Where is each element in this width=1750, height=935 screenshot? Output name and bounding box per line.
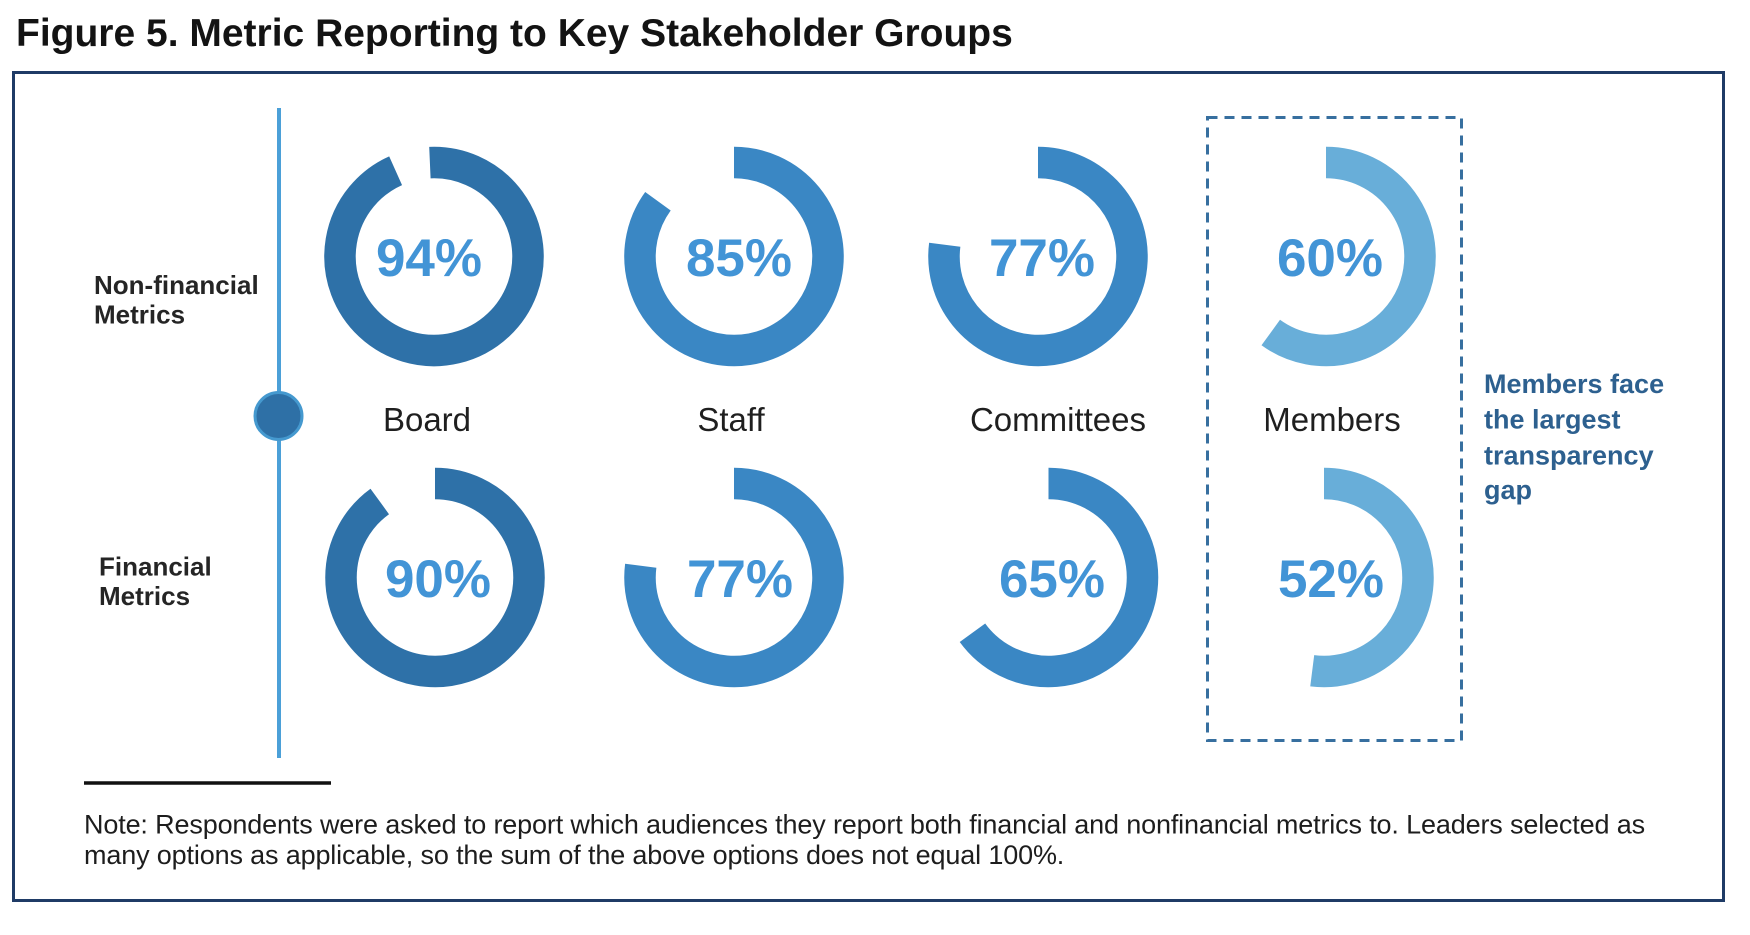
svg-text:77%: 77% (989, 229, 1095, 288)
svg-text:Committees: Committees (970, 401, 1146, 438)
svg-text:Metrics: Metrics (99, 581, 190, 611)
svg-text:Note: Respondents were asked t: Note: Respondents were asked to report w… (84, 810, 1645, 840)
svg-text:Staff: Staff (697, 401, 765, 438)
svg-text:transparency: transparency (1484, 441, 1654, 471)
svg-text:90%: 90% (385, 550, 491, 609)
svg-text:77%: 77% (687, 550, 793, 609)
svg-text:the largest: the largest (1484, 405, 1621, 435)
svg-text:94%: 94% (376, 229, 482, 288)
svg-text:Board: Board (383, 401, 471, 438)
svg-text:52%: 52% (1278, 550, 1384, 609)
svg-text:Figure 5. Metric Reporting to: Figure 5. Metric Reporting to Key Stakeh… (16, 12, 1013, 55)
svg-text:Non-financial: Non-financial (94, 270, 259, 300)
svg-text:many options as applicable, so: many options as applicable, so the sum o… (84, 840, 1064, 870)
svg-text:gap: gap (1484, 475, 1532, 505)
svg-text:60%: 60% (1277, 229, 1383, 288)
svg-text:Financial: Financial (99, 551, 212, 581)
svg-text:Members: Members (1263, 401, 1401, 438)
svg-text:Metrics: Metrics (94, 300, 185, 330)
svg-text:Members face: Members face (1484, 369, 1664, 399)
svg-text:85%: 85% (686, 229, 792, 288)
svg-text:65%: 65% (999, 550, 1105, 609)
